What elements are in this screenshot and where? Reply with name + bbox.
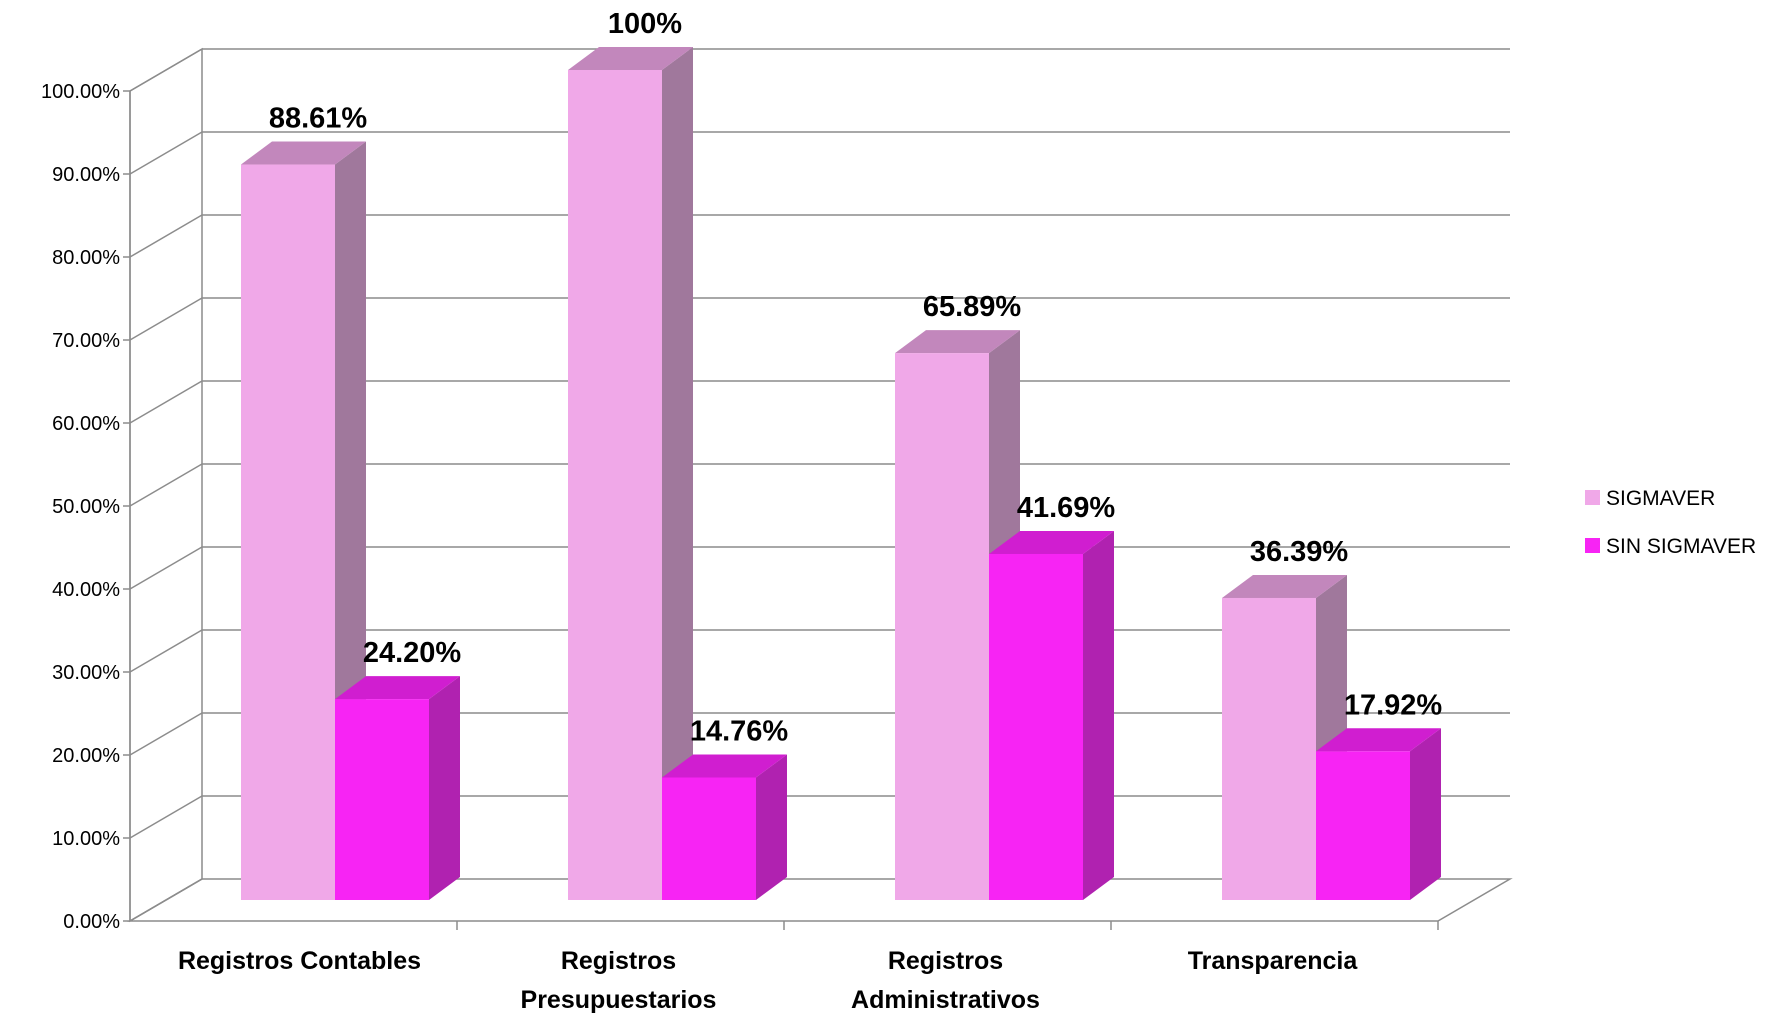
bar <box>1316 728 1441 900</box>
gridlines <box>129 48 1510 922</box>
bar-front <box>895 353 989 900</box>
data-label: 14.76% <box>690 715 789 747</box>
data-label: 88.61% <box>269 103 368 135</box>
gridline-side <box>129 297 203 341</box>
y-tick-label: 40.00% <box>52 579 120 601</box>
bar-side <box>662 47 693 900</box>
y-tick-label: 10.00% <box>52 828 120 850</box>
bar-top <box>662 754 787 778</box>
bar <box>989 530 1114 900</box>
gridline-side <box>129 629 203 673</box>
gridline-side <box>129 463 203 507</box>
data-label: 65.89% <box>923 291 1022 323</box>
data-label: 100% <box>608 8 682 40</box>
legend-swatch <box>1585 538 1600 553</box>
bar-front <box>335 699 429 900</box>
axes: 0.00% 10.00% 20.00% 30.00% 40.00% 50.00% 60.00… <box>41 81 1439 1014</box>
bar-side <box>429 676 460 900</box>
bar <box>568 47 693 900</box>
gridline-side <box>129 878 203 922</box>
gridline-side <box>129 214 203 258</box>
legend-swatch <box>1585 490 1600 505</box>
y-tick-label: 20.00% <box>52 745 120 767</box>
y-tick-label: 50.00% <box>52 496 120 518</box>
x-category-label: Transparencia <box>1188 947 1359 975</box>
gridline-side <box>129 131 203 175</box>
data-label: 41.69% <box>1017 492 1116 524</box>
data-labels: 88.61% 24.20% 100% 14.76% 65.89% 41.69% 36.39%… <box>269 8 1443 747</box>
gridline-side <box>129 795 203 839</box>
legend-label: SIGMAVER <box>1606 487 1715 510</box>
y-tick-label: 90.00% <box>52 164 120 186</box>
gridline-side <box>129 48 203 92</box>
data-label: 17.92% <box>1344 689 1443 721</box>
gridline-side <box>129 712 203 756</box>
y-tick-label: 70.00% <box>52 330 120 352</box>
bar-front <box>1316 751 1410 900</box>
bar-side <box>1083 530 1114 900</box>
data-label: 24.20% <box>363 637 462 669</box>
bar-top <box>1222 574 1347 598</box>
y-tick-label: 60.00% <box>52 413 120 435</box>
bar-front <box>568 70 662 900</box>
bars <box>241 47 1441 901</box>
y-tick-label: 100.00% <box>41 81 120 103</box>
x-category-label: Administrativos <box>851 986 1040 1014</box>
bar-top <box>568 47 693 70</box>
gridline-side <box>129 546 203 590</box>
x-category-label: Registros <box>561 947 676 975</box>
bar-side <box>1410 728 1441 900</box>
bar-front <box>989 553 1083 900</box>
x-category-label: Registros Contables <box>178 947 421 975</box>
bar-front <box>662 777 756 900</box>
bar-top <box>1316 728 1441 752</box>
bar <box>662 754 787 900</box>
bar-front <box>241 164 335 901</box>
bar-top <box>895 330 1020 354</box>
bar-side <box>756 754 787 900</box>
bar-top <box>989 530 1114 554</box>
x-category-label: Registros <box>888 947 1003 975</box>
bar-front <box>1222 597 1316 900</box>
bar <box>335 676 460 900</box>
bar-top <box>241 141 366 165</box>
data-label: 36.39% <box>1250 536 1349 568</box>
y-tick-label: 0.00% <box>63 911 120 933</box>
gridline-side <box>129 380 203 424</box>
legend-label: SIN SIGMAVER <box>1606 535 1756 558</box>
bar-top <box>335 676 460 700</box>
y-tick-label: 30.00% <box>52 662 120 684</box>
y-tick-label: 80.00% <box>52 247 120 269</box>
x-category-label: Presupuestarios <box>521 986 717 1014</box>
legend: SIGMAVER SIN SIGMAVER <box>1585 487 1756 558</box>
